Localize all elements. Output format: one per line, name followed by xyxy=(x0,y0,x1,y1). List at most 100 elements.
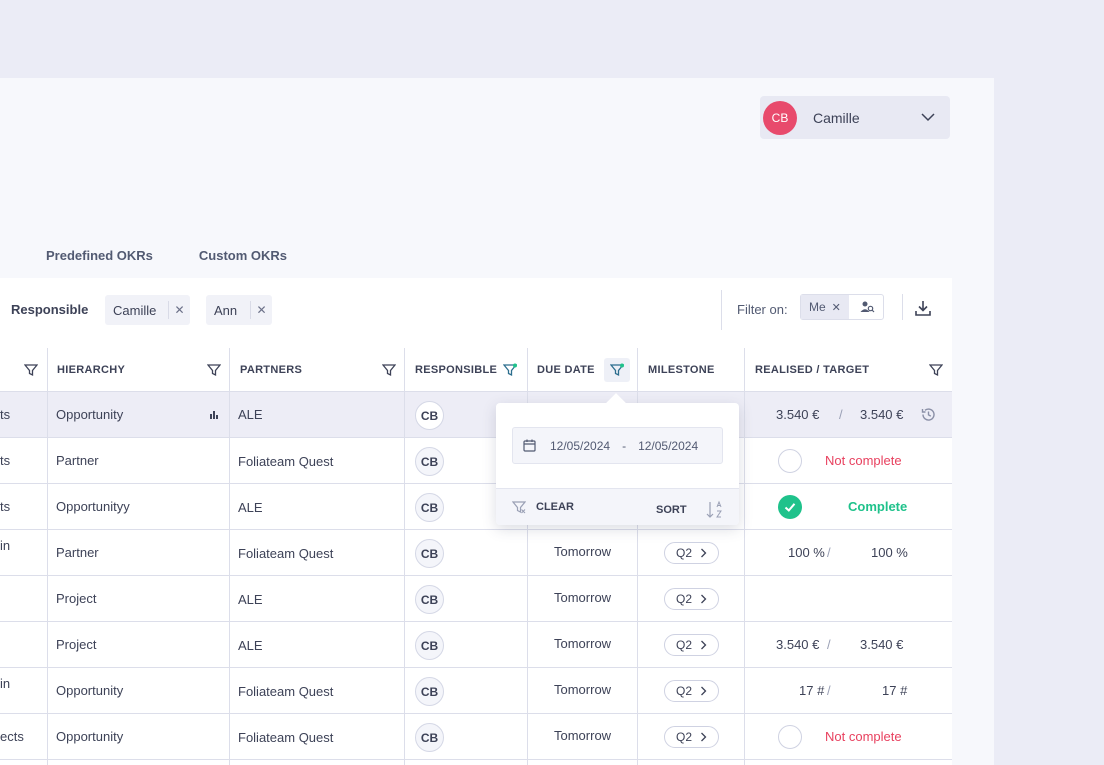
chevron-down-icon xyxy=(921,113,935,122)
sort-button[interactable]: SORT xyxy=(656,500,725,520)
responsible-avatar: CB xyxy=(415,447,444,476)
tab-predefined-okrs[interactable]: Predefined OKRs xyxy=(46,248,153,263)
responsible-avatar: CB xyxy=(415,585,444,614)
milestone-pill[interactable]: Q2 xyxy=(664,634,719,656)
people-search-icon[interactable] xyxy=(859,299,875,315)
calendar-icon xyxy=(523,439,536,452)
close-icon[interactable]: ✕ xyxy=(168,301,190,319)
realised-separator: / xyxy=(827,683,831,698)
target-value: 3.540 € xyxy=(860,637,904,652)
milestone-label: Q2 xyxy=(675,730,692,744)
table-row[interactable]: Project ALE CB Tomorrow Q2 xyxy=(0,576,952,622)
completion-checkbox[interactable] xyxy=(778,449,802,473)
responsible-avatar: CB xyxy=(415,631,444,660)
realised-separator: / xyxy=(827,545,831,560)
column-divider xyxy=(637,348,638,765)
objective-cell: ts xyxy=(0,499,11,514)
column-divider xyxy=(47,348,48,765)
clear-label: CLEAR xyxy=(536,501,574,513)
column-divider xyxy=(229,348,230,765)
chevron-right-icon xyxy=(701,732,707,742)
date-separator: - xyxy=(622,438,627,453)
realised-value: 3.540 € xyxy=(776,407,820,422)
completion-checkbox[interactable] xyxy=(778,725,802,749)
filter-chip-camille: Camille ✕ xyxy=(105,295,190,325)
objective-cell: in xyxy=(0,676,11,691)
column-milestone[interactable]: MILESTONE xyxy=(648,364,715,376)
filter-chip-ann: Ann ✕ xyxy=(206,295,272,325)
milestone-pill[interactable]: Q2 xyxy=(664,680,719,702)
partner-cell: ALE xyxy=(238,407,263,422)
table-row[interactable]: in Partner Foliateam Quest CB Tomorrow Q… xyxy=(0,530,952,576)
status-label: Complete xyxy=(848,499,908,514)
milestone-pill[interactable]: Q2 xyxy=(664,588,719,610)
sort-label: SORT xyxy=(656,504,687,516)
completion-checkbox[interactable] xyxy=(778,495,802,519)
download-icon[interactable] xyxy=(914,299,932,317)
due-date-filter-button[interactable] xyxy=(604,358,630,382)
user-selector[interactable]: CB Camille xyxy=(760,96,950,139)
milestone-pill[interactable]: Q2 xyxy=(664,726,719,748)
realised-separator: / xyxy=(839,407,843,422)
hierarchy-cell: Partner xyxy=(56,545,99,560)
due-date-cell: Tomorrow xyxy=(554,544,612,559)
me-chip[interactable]: Me ✕ xyxy=(801,295,849,319)
filter-active-icon[interactable] xyxy=(503,363,517,377)
table-row[interactable]: ts Opportunityy ALE CB Complete xyxy=(0,484,952,530)
chevron-right-icon xyxy=(701,686,707,696)
column-divider xyxy=(744,348,745,765)
objective-cell: ts xyxy=(0,453,11,468)
table-row[interactable]: ts Partner Foliateam Quest CB Not comple… xyxy=(0,438,952,484)
date-range-input[interactable]: 12/05/2024 - 12/05/2024 xyxy=(512,427,723,464)
objective-cell: ts xyxy=(0,407,11,422)
popup-footer: CLEAR SORT xyxy=(496,488,739,525)
hierarchy-cell: Project xyxy=(56,591,97,606)
filter-icon[interactable] xyxy=(382,363,396,377)
divider xyxy=(902,294,903,320)
realised-value: 17 # xyxy=(799,683,825,698)
due-date-filter-popup: 12/05/2024 - 12/05/2024 CLEAR SORT xyxy=(496,393,739,525)
table-row[interactable]: Project ALE CB Tomorrow Q2 3.540 € / 3.5… xyxy=(0,622,952,668)
filter-active-icon xyxy=(610,363,624,377)
tab-custom-okrs[interactable]: Custom OKRs xyxy=(198,248,288,263)
hierarchy-icon[interactable] xyxy=(208,409,220,421)
partner-cell: ALE xyxy=(238,500,263,515)
target-value: 3.540 € xyxy=(860,407,904,422)
table-row[interactable]: in Opportunity Foliateam Quest CB Tomorr… xyxy=(0,668,952,714)
sort-az-icon xyxy=(706,500,722,518)
column-realised-target[interactable]: REALISED / TARGET xyxy=(755,364,870,376)
hierarchy-cell: Project xyxy=(56,637,97,652)
filter-label: Responsible xyxy=(11,302,89,317)
close-icon[interactable]: ✕ xyxy=(250,301,272,319)
due-date-cell: Tomorrow xyxy=(554,636,612,651)
okr-table: HIERARCHY PARTNERS RESPONSIBLE DUE DATE … xyxy=(0,348,952,765)
milestone-label: Q2 xyxy=(675,546,692,560)
filter-icon[interactable] xyxy=(24,363,38,377)
column-responsible[interactable]: RESPONSIBLE xyxy=(415,364,498,376)
status-label: Not complete xyxy=(825,453,902,468)
milestone-pill[interactable]: Q2 xyxy=(664,542,719,564)
column-divider xyxy=(527,348,528,765)
table-row[interactable]: ects Opportunity Foliateam Quest CB Tomo… xyxy=(0,714,952,760)
responsible-avatar: CB xyxy=(415,677,444,706)
due-date-cell: Tomorrow xyxy=(554,728,612,743)
close-icon[interactable]: ✕ xyxy=(831,301,841,314)
filter-icon[interactable] xyxy=(929,363,943,377)
column-due-date[interactable]: DUE DATE xyxy=(537,364,595,376)
table-row[interactable]: ts Opportunity ALE CB 3.540 € / 3.540 € xyxy=(0,392,952,438)
column-partners[interactable]: PARTNERS xyxy=(240,364,303,376)
user-name: Camille xyxy=(813,109,860,126)
filter-bar: Responsible Camille ✕ Ann ✕ Filter on: M… xyxy=(0,278,952,348)
history-icon[interactable] xyxy=(920,406,937,423)
date-to: 12/05/2024 xyxy=(638,438,699,453)
chevron-right-icon xyxy=(701,594,707,604)
filter-icon[interactable] xyxy=(207,363,221,377)
column-hierarchy[interactable]: HIERARCHY xyxy=(57,364,126,376)
avatar: CB xyxy=(763,100,797,135)
chevron-right-icon xyxy=(701,548,707,558)
milestone-label: Q2 xyxy=(675,684,692,698)
clear-filter-button[interactable]: CLEAR xyxy=(512,500,574,514)
clear-filter-icon xyxy=(512,501,526,514)
partner-cell: ALE xyxy=(238,592,263,607)
column-divider xyxy=(404,348,405,765)
